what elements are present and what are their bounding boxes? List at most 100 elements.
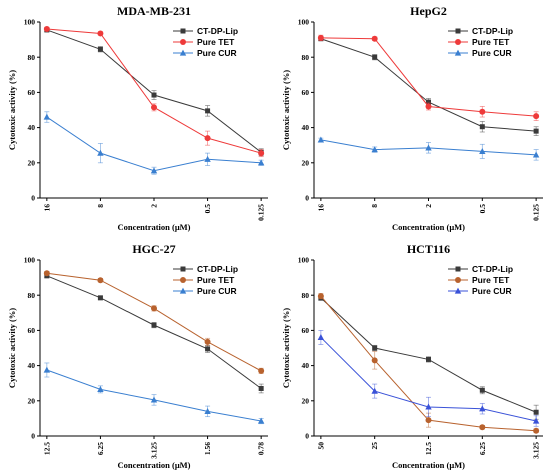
y-tick-label: 0 — [31, 432, 35, 441]
x-tick-label: 16 — [316, 204, 325, 212]
y-tick-label: 60 — [28, 326, 36, 335]
y-tick-label: 0 — [305, 194, 309, 203]
legend-marker — [180, 39, 186, 45]
data-point — [425, 403, 432, 410]
legend-marker — [454, 287, 462, 294]
data-point — [97, 277, 104, 284]
data-point — [317, 334, 325, 341]
data-point — [479, 405, 486, 412]
data-point — [151, 104, 157, 111]
series-pure-cur — [43, 362, 265, 425]
data-point — [150, 396, 158, 403]
y-tick-label: 40 — [28, 123, 36, 132]
data-point — [258, 367, 265, 374]
data-point — [204, 338, 211, 345]
legend-label: Pure TET — [197, 275, 235, 285]
data-point — [425, 417, 432, 424]
data-point — [97, 30, 104, 37]
series-line — [320, 297, 537, 413]
chart-panel-2: HepG2 0 20 40 60 80 100 16 8 2 0.5 0.125 Concentrati… — [281, 4, 543, 232]
legend-label: Pure TET — [472, 275, 510, 285]
legend-marker — [180, 28, 186, 34]
legend-marker — [180, 266, 186, 272]
data-point — [372, 54, 378, 60]
data-point — [258, 385, 264, 391]
x-tick-label: 0.5 — [203, 204, 212, 214]
data-point — [204, 155, 211, 162]
x-tick-label: 6.25 — [478, 442, 487, 455]
series-pure-tet — [43, 270, 265, 374]
data-point — [205, 346, 211, 352]
data-point — [43, 270, 50, 277]
data-point — [151, 322, 157, 328]
legend-label: CT-DP-Lip — [472, 26, 513, 36]
data-point — [257, 159, 265, 166]
data-point — [479, 147, 486, 154]
x-tick-label: 6.25 — [96, 442, 105, 455]
legend-marker — [455, 277, 461, 283]
y-tick-label: 60 — [28, 88, 36, 97]
legend-label: CT-DP-Lip — [197, 264, 238, 274]
legend-label: Pure CUR — [472, 48, 512, 58]
x-tick-label: 2 — [424, 204, 433, 208]
y-tick-label: 80 — [28, 291, 36, 300]
data-point — [151, 92, 157, 98]
data-point — [532, 417, 540, 424]
y-tick-label: 100 — [24, 256, 36, 265]
legend-marker — [455, 39, 461, 45]
legend-marker — [455, 28, 461, 34]
x-axis-label: Concentration (μM) — [392, 460, 465, 470]
data-point — [533, 409, 539, 415]
data-point — [533, 427, 540, 434]
y-tick-label: 0 — [305, 432, 309, 441]
x-axis-label: Concentration (μM) — [392, 222, 465, 232]
x-tick-label: 8 — [96, 204, 105, 208]
data-point — [43, 26, 50, 33]
chart-panel-1: MDA-MB-231 0 20 40 60 80 100 16 8 2 0.5 0.125 Concen… — [7, 4, 268, 232]
data-point — [97, 295, 103, 301]
data-point — [479, 124, 485, 130]
data-point — [533, 113, 540, 120]
y-tick-label: 20 — [302, 396, 310, 405]
x-axis-label: Concentration (μM) — [117, 460, 190, 470]
data-point — [204, 135, 211, 142]
series-ct-dp-lip — [318, 36, 539, 136]
x-tick-label: 25 — [370, 442, 379, 450]
data-point — [371, 146, 378, 153]
data-point — [426, 99, 431, 105]
data-point — [97, 149, 104, 156]
data-point — [479, 387, 485, 393]
x-tick-label: 3.125 — [150, 442, 159, 459]
data-point — [43, 113, 51, 120]
legend-marker — [180, 277, 186, 283]
legend-marker — [179, 287, 187, 294]
series-pure-tet — [317, 293, 540, 434]
series-pure-tet — [317, 34, 540, 121]
x-tick-label: 16 — [42, 204, 51, 212]
y-tick-label: 20 — [28, 396, 36, 405]
y-tick-label: 80 — [302, 291, 310, 300]
x-tick-label: 0.5 — [478, 204, 487, 214]
data-point — [43, 366, 51, 373]
data-point — [97, 46, 103, 52]
chart-panel-3: HGC-27 0 20 40 60 80 100 12.5 6.25 3.125 1.56 0.78 C… — [7, 242, 268, 470]
chart-title: MDA-MB-231 — [117, 4, 191, 18]
legend-marker — [179, 49, 187, 56]
series-pure-cur — [43, 111, 265, 175]
y-tick-label: 60 — [302, 88, 310, 97]
x-tick-label: 0.125 — [257, 204, 266, 221]
data-point — [317, 136, 325, 143]
chart-panel-4: HCT116 0 20 40 60 80 100 50 25 12.5 6.25 3.125 Conce… — [281, 242, 543, 470]
y-tick-label: 0 — [31, 194, 35, 203]
data-point — [371, 35, 378, 42]
x-tick-label: 0.78 — [257, 442, 266, 455]
x-tick-label: 3.125 — [532, 442, 541, 459]
y-tick-label: 20 — [302, 158, 310, 167]
chart-title: HCT116 — [407, 242, 450, 256]
data-point — [479, 108, 486, 115]
legend-label: CT-DP-Lip — [197, 26, 238, 36]
legend-label: Pure TET — [197, 37, 235, 47]
